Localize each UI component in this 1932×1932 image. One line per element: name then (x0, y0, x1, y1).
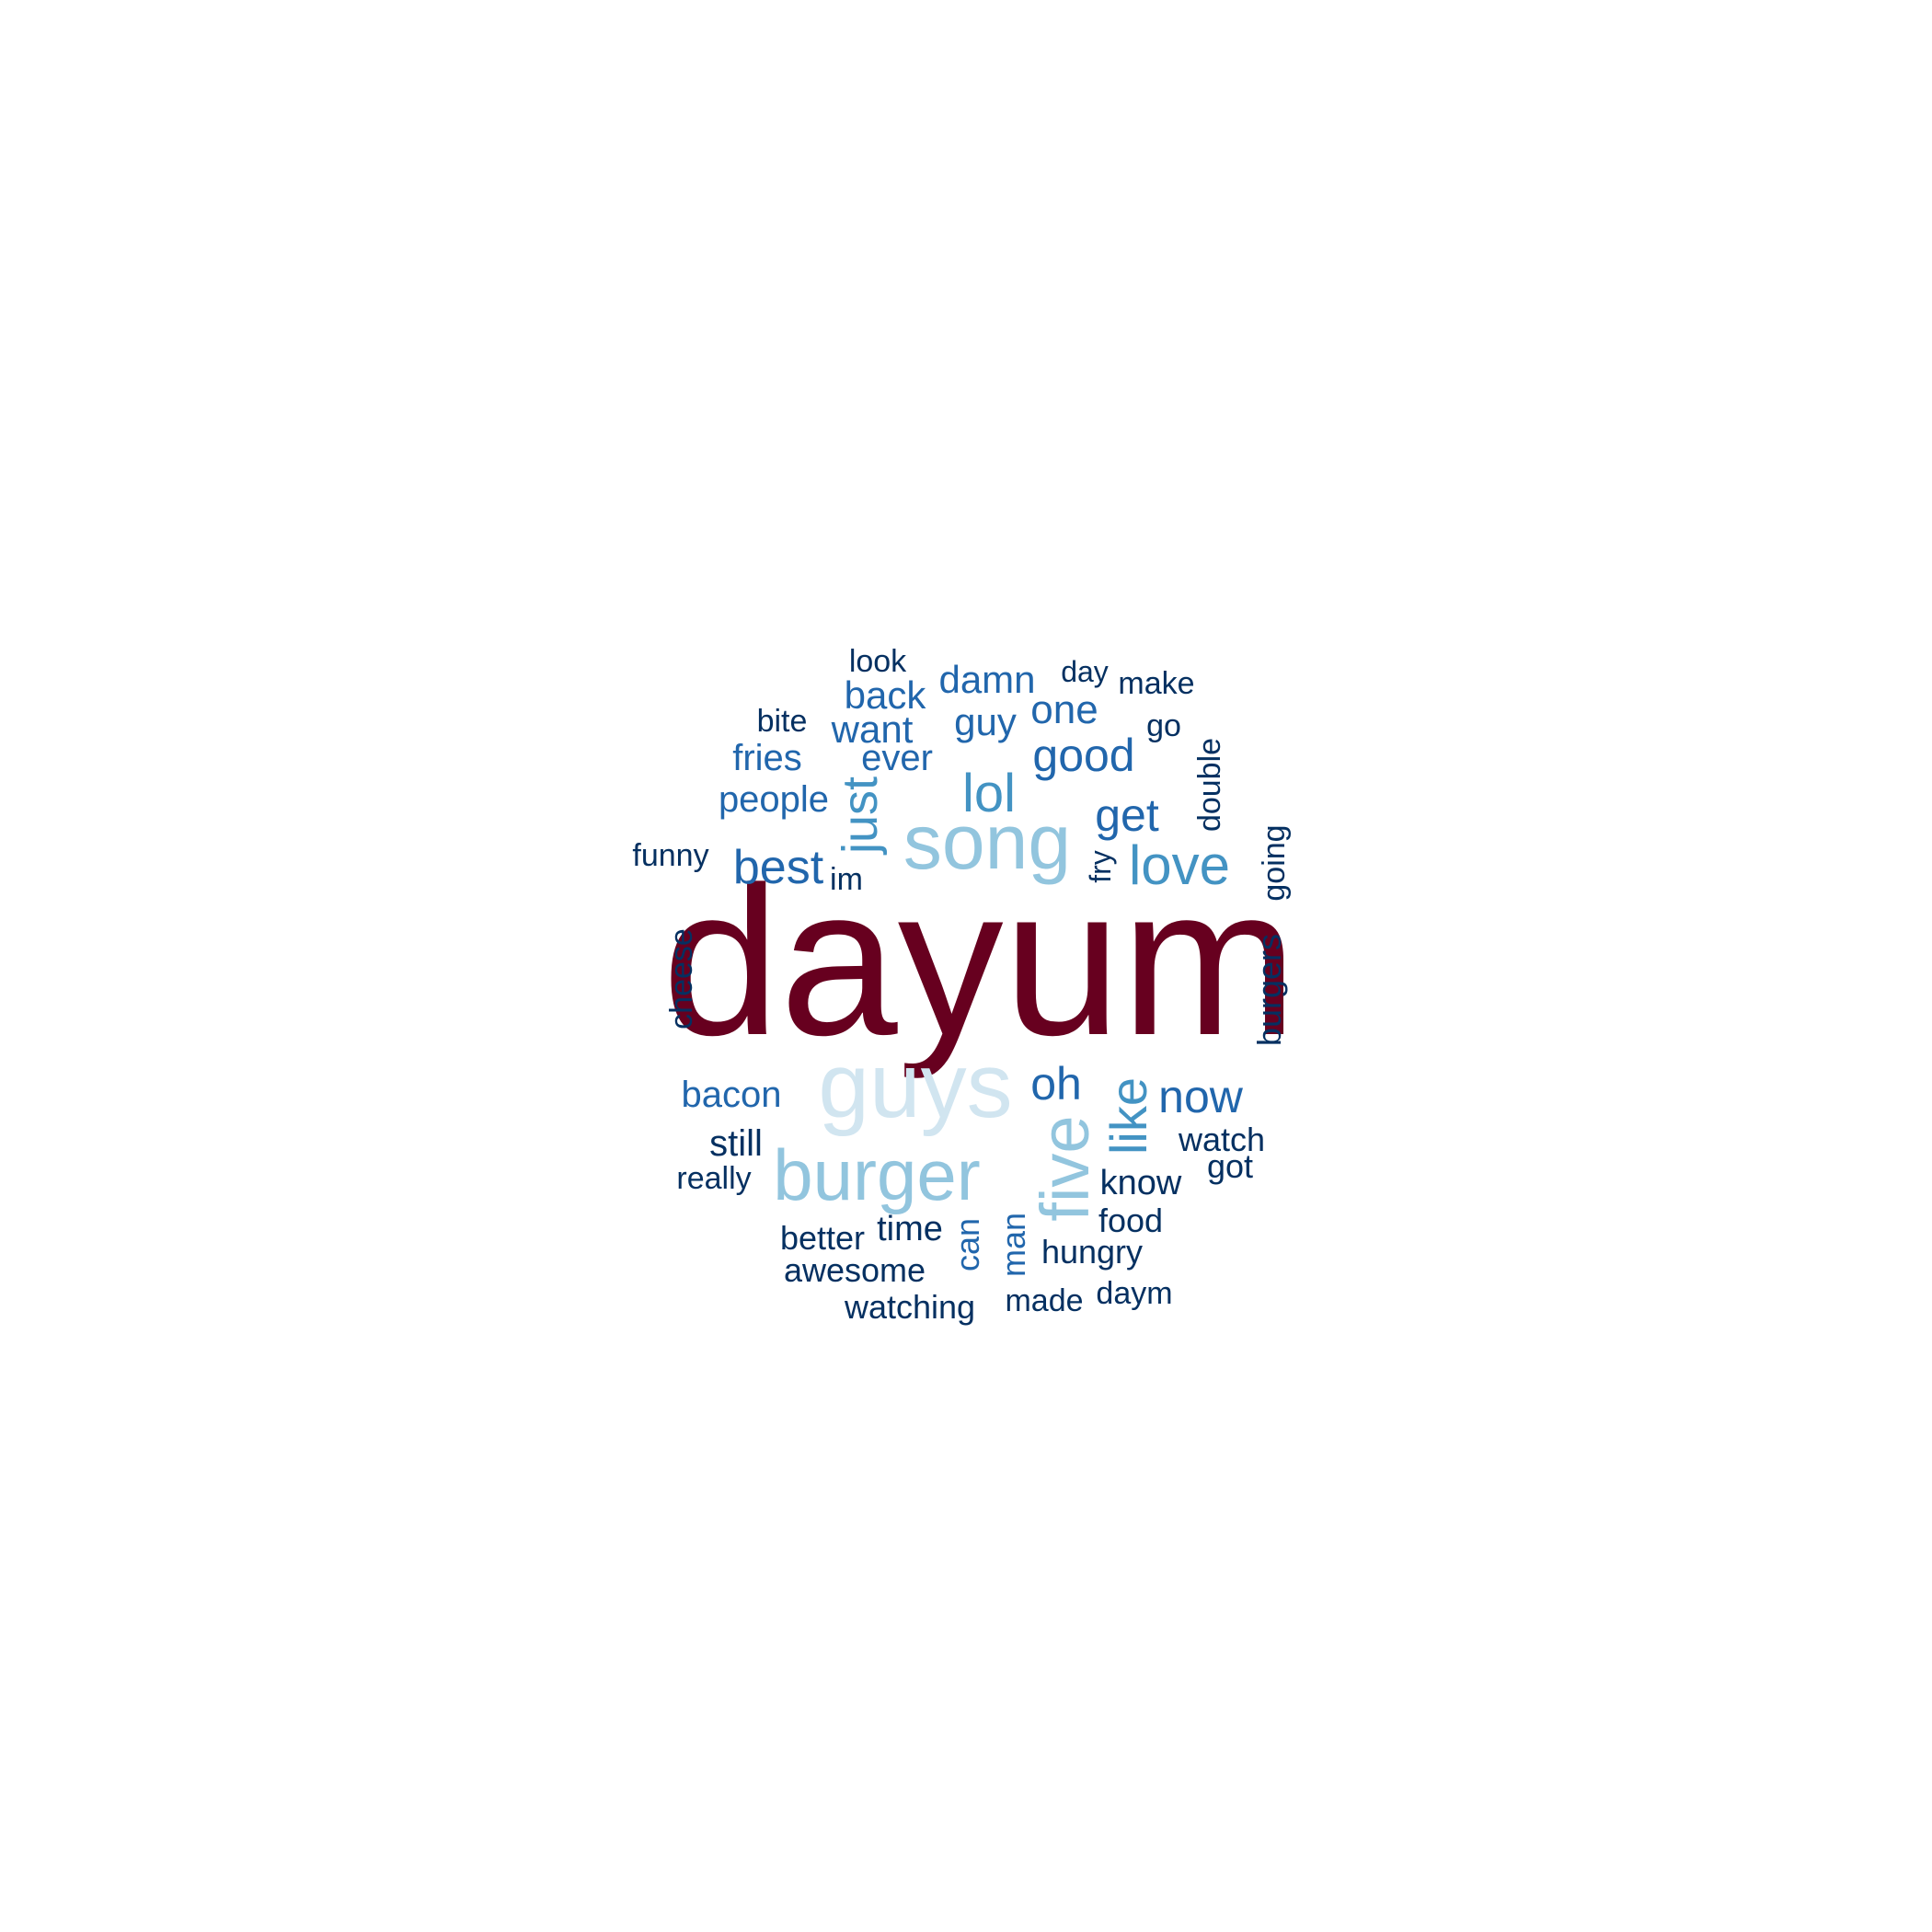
word-five: five (1027, 1115, 1103, 1222)
word-guy: guy (954, 700, 1017, 743)
word-going: going (1257, 824, 1292, 902)
word-cheese: cheese (664, 928, 699, 1029)
word-bite: bite (756, 704, 808, 739)
word-man: man (995, 1212, 1032, 1278)
word-now: now (1158, 1071, 1243, 1122)
word-can: can (949, 1217, 986, 1272)
word-good: good (1032, 730, 1135, 781)
word-time: time (877, 1210, 943, 1248)
word-go: go (1146, 708, 1181, 743)
word-love: love (1128, 834, 1231, 896)
word-back: back (844, 673, 926, 717)
word-watch: watch (1178, 1121, 1266, 1158)
word-watching: watching (844, 1288, 976, 1326)
word-still: still (709, 1123, 763, 1164)
word-want: want (831, 707, 914, 751)
word-guys: guys (818, 1034, 1013, 1137)
word-bacon: bacon (681, 1075, 782, 1115)
word-oh: oh (1030, 1058, 1082, 1110)
word-lol: lol (961, 764, 1017, 823)
word-got: got (1206, 1147, 1254, 1185)
word-look: look (848, 644, 907, 679)
word-best: best (732, 841, 824, 894)
word-like: like (1099, 1076, 1157, 1156)
word-make: make (1118, 666, 1195, 701)
word-daym: daym (1096, 1276, 1173, 1311)
word-funny: funny (632, 838, 709, 873)
word-im: im (830, 862, 863, 897)
word-know: know (1099, 1164, 1182, 1202)
word-song: song (903, 799, 1072, 885)
word-just: just (833, 776, 888, 855)
word-burgers: burgers (1250, 933, 1288, 1047)
word-made: made (1005, 1283, 1084, 1318)
word-fry: fry (1084, 850, 1117, 883)
word-one: one (1030, 687, 1098, 732)
word-people: people (718, 779, 830, 820)
word-damn: damn (938, 658, 1036, 701)
word-hungry: hungry (1041, 1233, 1144, 1271)
word-better: better (779, 1219, 866, 1257)
word-get: get (1095, 789, 1159, 841)
word-fries: fries (732, 738, 802, 778)
word-ever: ever (861, 738, 933, 778)
word-burger: burger (773, 1134, 981, 1215)
word-really: really (676, 1161, 752, 1196)
word-day: day (1061, 655, 1109, 688)
word-awesome: awesome (783, 1251, 926, 1289)
word-food: food (1098, 1202, 1164, 1239)
word-double: double (1192, 737, 1227, 833)
word-dayum: dayum (661, 843, 1298, 1079)
